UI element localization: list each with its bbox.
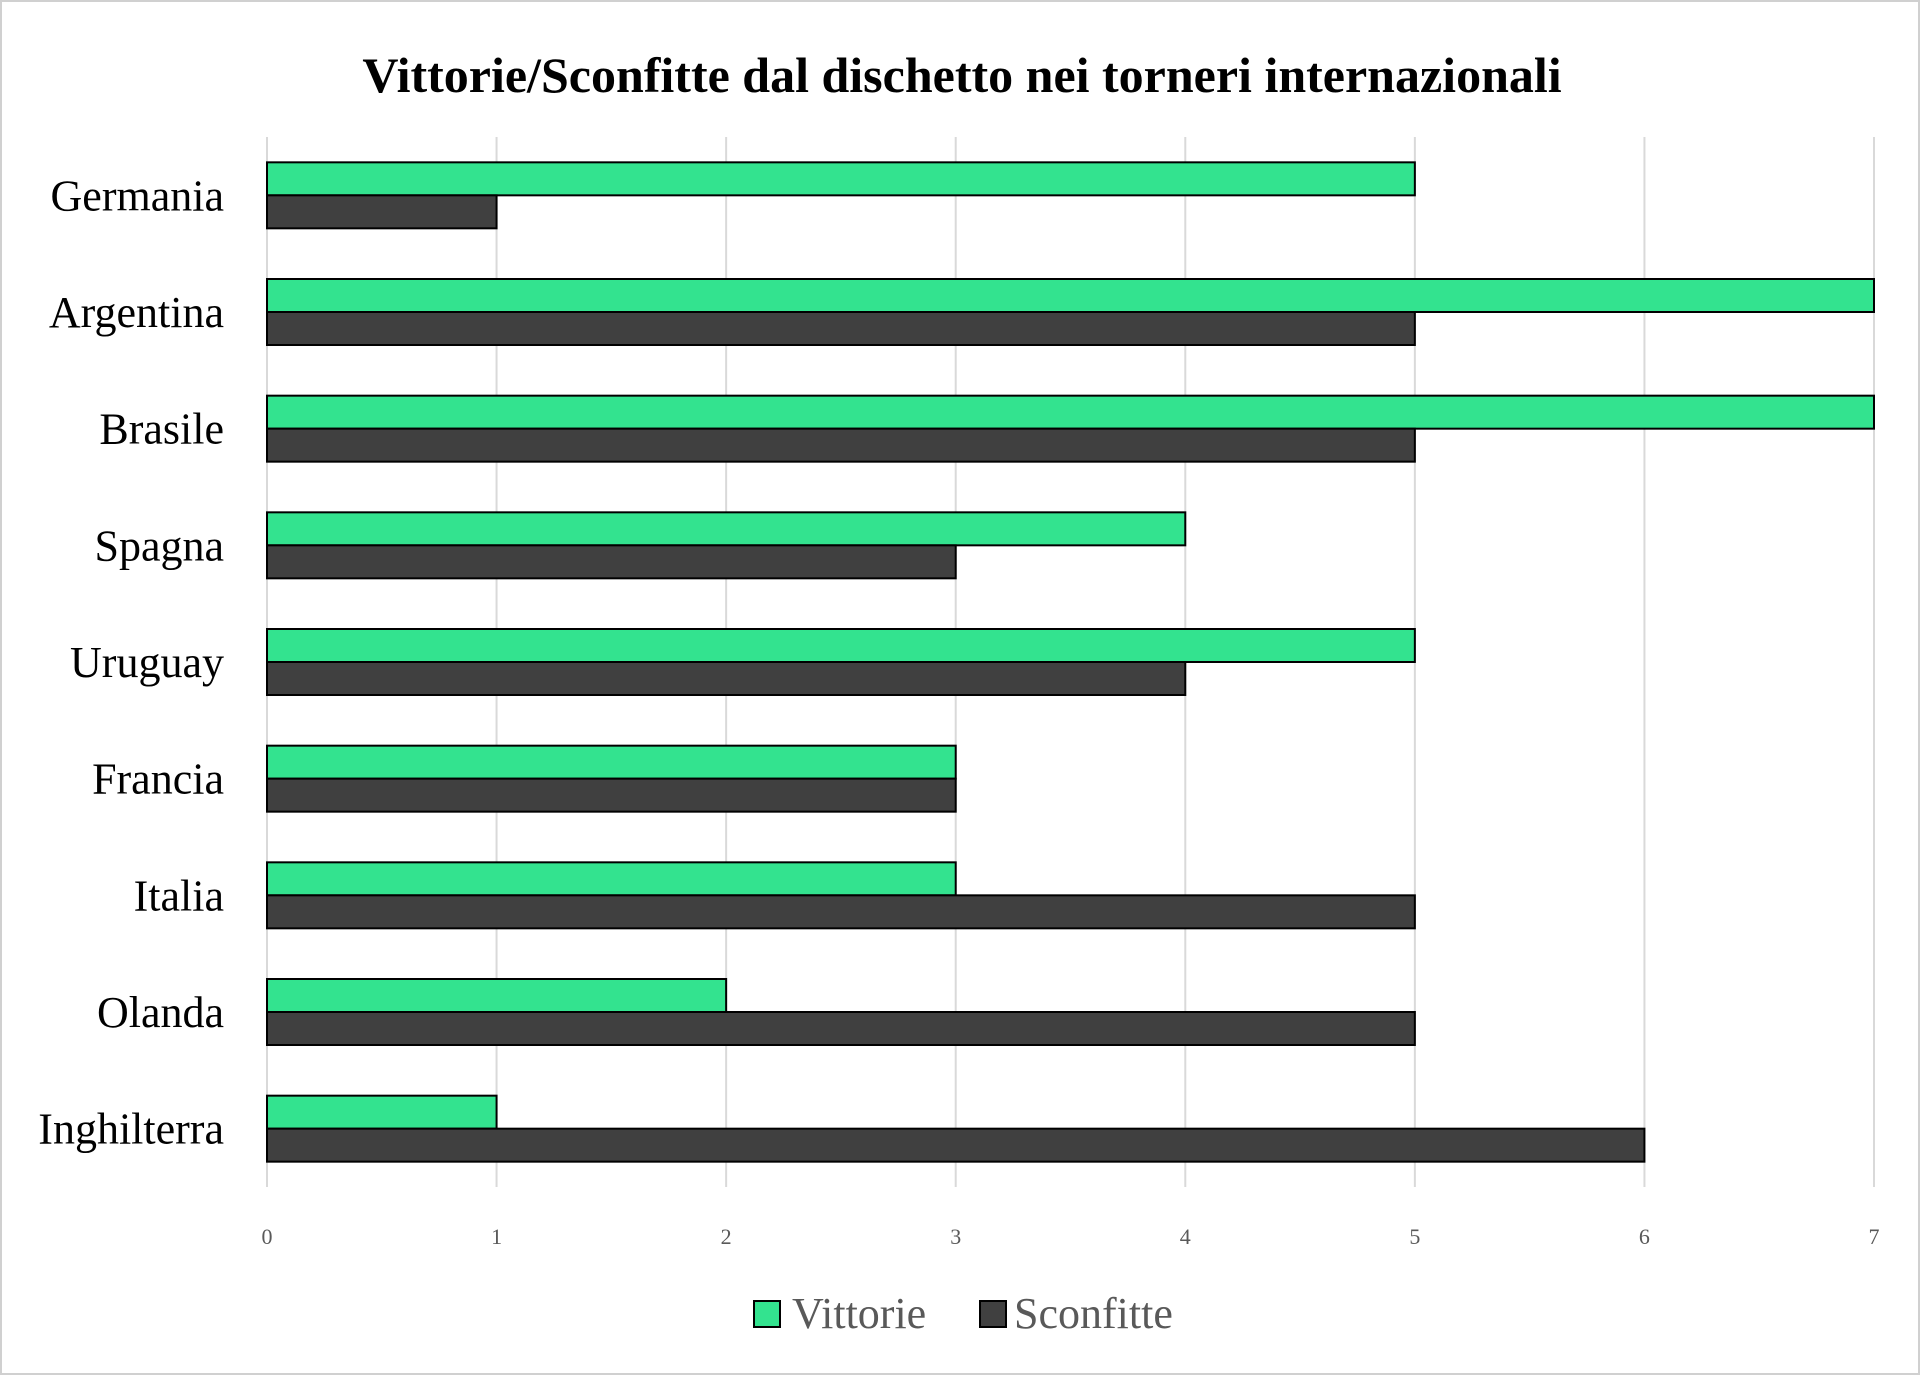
- bar-vittorie-brasile: [266, 394, 1875, 430]
- bar-vittorie-spagna: [266, 511, 1187, 547]
- bar-sconfitte-spagna: [266, 544, 957, 580]
- bar-sconfitte-brasile: [266, 427, 1416, 463]
- x-tick-label: 5: [1409, 1224, 1420, 1249]
- legend-label-sconfitte: Sconfitte: [1014, 1289, 1173, 1338]
- bar-vittorie-argentina: [266, 278, 1875, 313]
- chart-title: Vittorie/Sconfitte dal dischetto nei tor…: [362, 47, 1561, 103]
- bar-vittorie-inghilterra: [266, 1094, 498, 1130]
- bar-sconfitte-argentina: [266, 311, 1416, 346]
- x-tick-label: 6: [1639, 1224, 1650, 1249]
- legend-swatch-sconfitte: [979, 1300, 1007, 1328]
- category-label: Olanda: [97, 988, 224, 1037]
- x-tick-label: 2: [721, 1224, 732, 1249]
- bar-sconfitte-italia: [266, 894, 1416, 930]
- bar-vittorie-olanda: [266, 978, 728, 1013]
- category-label: Spagna: [94, 521, 224, 570]
- bar-sconfitte-olanda: [266, 1011, 1416, 1046]
- legend: Vittorie Sconfitte: [753, 1289, 1173, 1338]
- x-tick-label: 7: [1869, 1224, 1880, 1249]
- x-tick-label: 0: [262, 1224, 273, 1249]
- bar-vittorie-germania: [266, 161, 1416, 197]
- category-label: Francia: [92, 755, 224, 804]
- legend-swatch-vittorie: [753, 1300, 781, 1328]
- bars: [266, 161, 1875, 1163]
- x-tick-label: 1: [491, 1224, 502, 1249]
- category-labels: Germania Argentina Brasile Spagna Uruguay Fra…: [38, 171, 224, 1153]
- category-label: Brasile: [99, 405, 224, 454]
- x-tick-label: 4: [1180, 1224, 1191, 1249]
- category-label: Italia: [134, 871, 224, 920]
- bar-vittorie-italia: [266, 861, 957, 897]
- category-label: Germania: [51, 171, 224, 220]
- category-label: Argentina: [49, 288, 224, 337]
- x-tick-label: 3: [950, 1224, 961, 1249]
- bar-sconfitte-uruguay: [266, 661, 1187, 696]
- category-label: Inghilterra: [38, 1105, 224, 1154]
- bar-vittorie-francia: [266, 744, 957, 780]
- bar-sconfitte-germania: [266, 194, 498, 230]
- bar-sconfitte-francia: [266, 777, 957, 813]
- bar-vittorie-uruguay: [266, 628, 1416, 663]
- category-label: Uruguay: [70, 638, 224, 687]
- legend-label-vittorie: Vittorie: [792, 1289, 926, 1338]
- bar-sconfitte-inghilterra: [266, 1127, 1646, 1163]
- x-axis-ticks: 0 1 2 3 4 5 6 7: [262, 1224, 1880, 1249]
